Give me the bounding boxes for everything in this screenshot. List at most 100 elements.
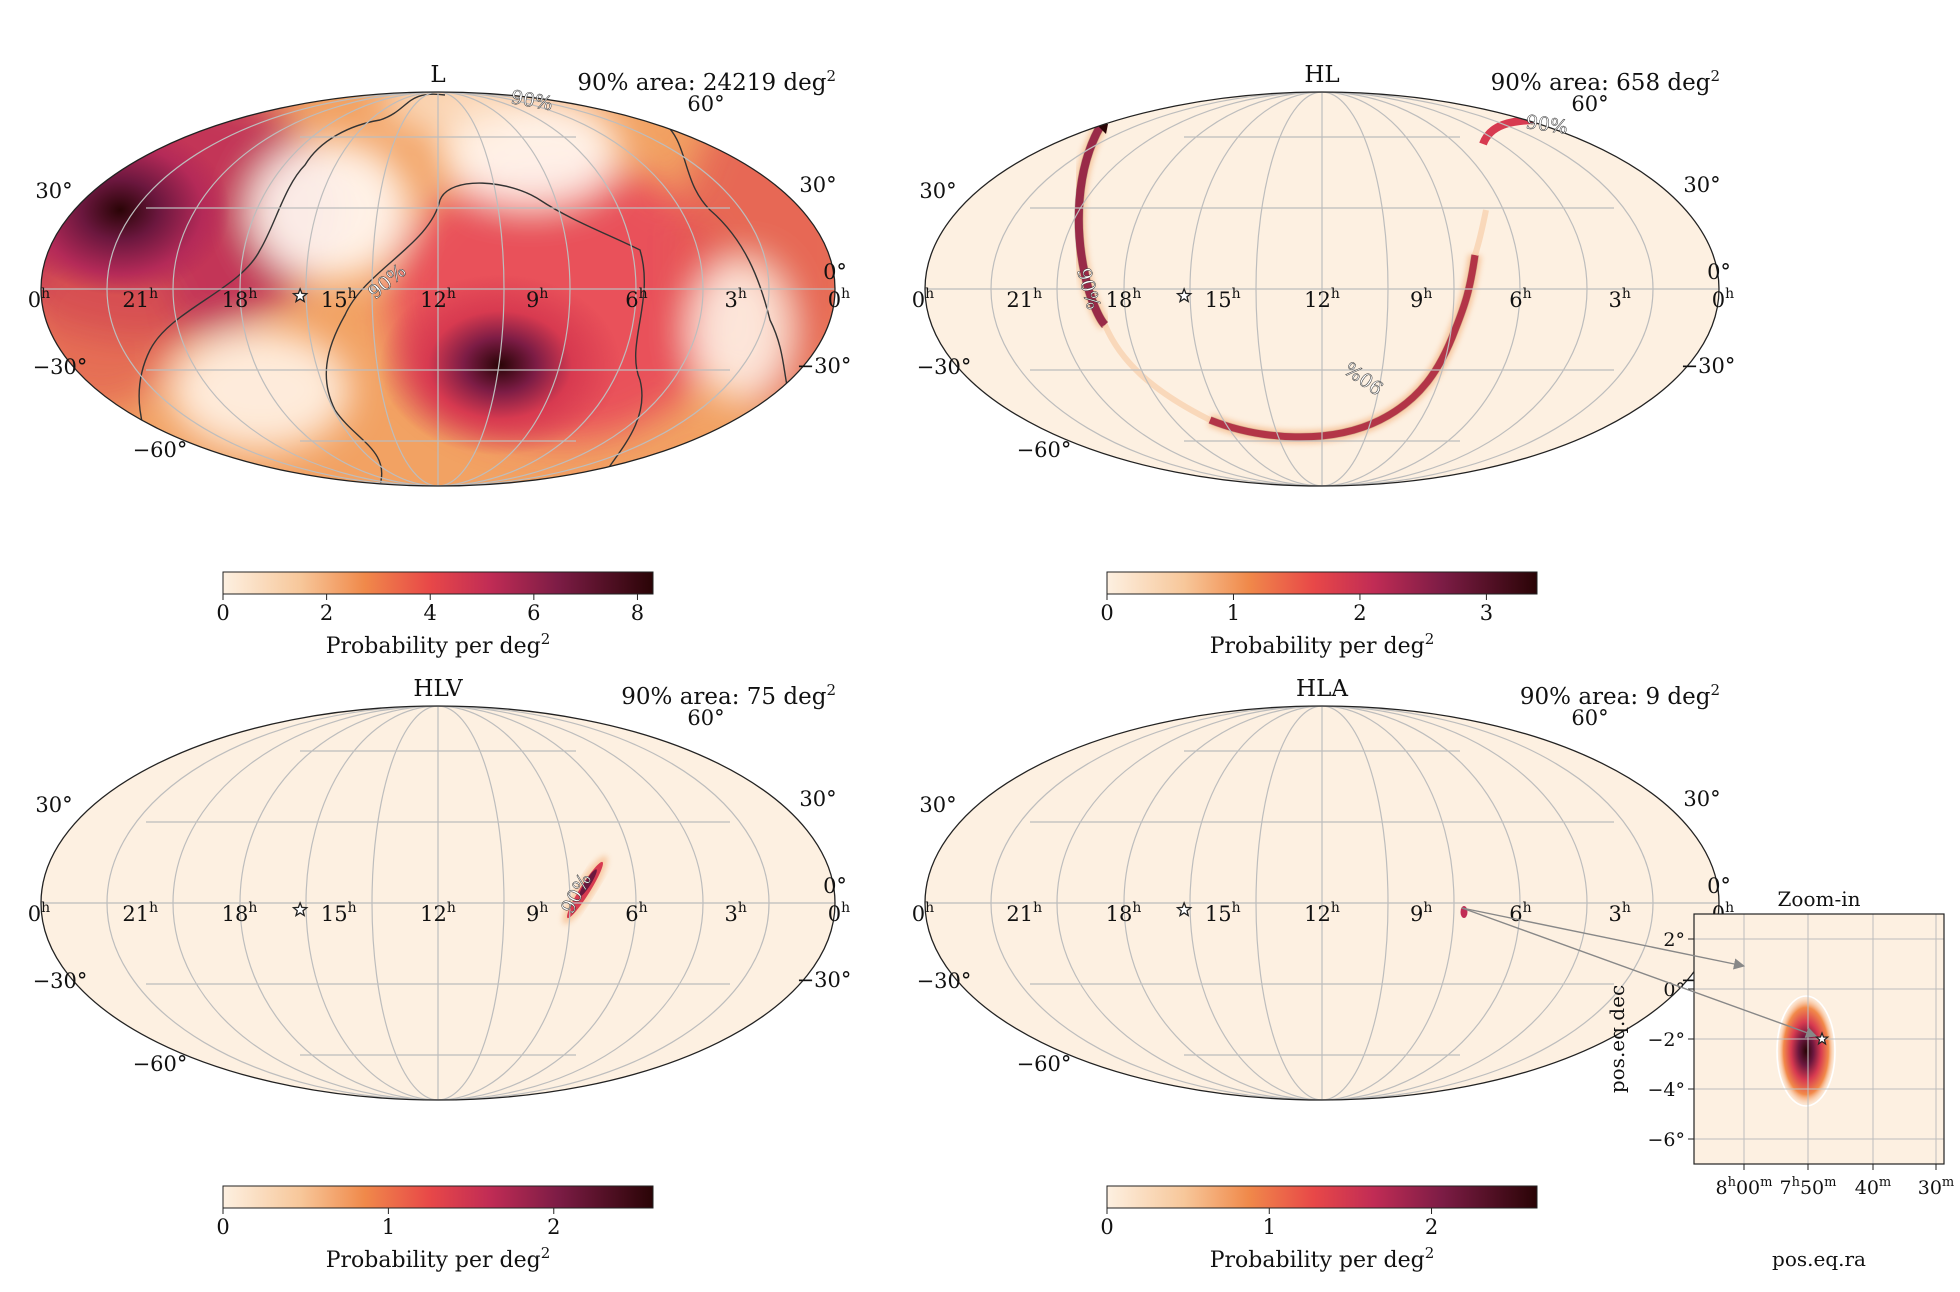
source-marker (1175, 901, 1193, 917)
dec-tick-label: 0° (1707, 260, 1731, 284)
ra-tick-label: 18h (222, 286, 258, 312)
inset-y-ticks: 2° 0° −2° −4° −6° (1647, 929, 1694, 1151)
inset-y-tick-label: 2° (1663, 929, 1685, 951)
inset-x-tick-label: 8h00m (1716, 1175, 1773, 1199)
ra-tick-label: 9h (526, 900, 548, 926)
colorbar-tick-label: 0 (1100, 1215, 1113, 1239)
ra-tick-label: 0h (912, 900, 934, 926)
source-marker (1175, 287, 1193, 303)
zoom-inset: 8h00m 7h50m 40m 30m 2° 0° −2° −4° −6° Zoom-in p… (1461, 887, 1955, 1271)
skymap-hlv (41, 706, 835, 1100)
dec-tick-label: 60° (1571, 706, 1608, 730)
ra-tick-label: 3h (1609, 900, 1631, 926)
dec-tick-labels: 30° −30° −60° 60° 30° 0° −30° (917, 92, 1736, 462)
dec-tick-label: −30° (797, 354, 852, 378)
dec-tick-label: −30° (33, 969, 88, 993)
panel-hl: 90% 90% 90% HL 90% area: 658 deg2 0h 21h 1… (912, 62, 1736, 659)
ra-tick-label: 15h (1205, 286, 1241, 312)
panel-hlv: 90% HLV 90% area: 75 deg2 0h 21h 18h 15h 12h… (28, 676, 852, 1273)
colorbar-ticks: 0 1 2 3 (1100, 594, 1493, 625)
ra-tick-label: 18h (1106, 286, 1142, 312)
inset-x-tick-label: 7h50m (1780, 1175, 1837, 1199)
panel-title: HLV (413, 676, 463, 702)
colorbar: 0 1 2 Probability per deg2 (1100, 1185, 1538, 1273)
inset-x-tick-label: 30m (1918, 1175, 1955, 1199)
dec-tick-label: 30° (919, 793, 956, 817)
inset-y-tick-label: −6° (1647, 1129, 1685, 1151)
contour-90 (138, 93, 801, 486)
panel-l: 90% 90% L 90% area: 24219 deg2 0h 21h 18h 1… (28, 62, 852, 659)
inset-x-tick-label: 40m (1855, 1175, 1892, 1199)
ra-tick-label: 0h (828, 286, 850, 312)
dec-tick-label: 30° (35, 179, 72, 203)
ra-tick-label: 0h (912, 286, 934, 312)
dec-tick-label: 0° (823, 874, 847, 898)
ra-tick-label: 21h (122, 900, 158, 926)
ra-tick-label: 12h (420, 900, 456, 926)
colorbar-tick-label: 2 (1425, 1215, 1438, 1239)
panel-hla: HLA 90% area: 9 deg2 0h 21h 18h 15h 12h 9h 6h 3… (912, 676, 1954, 1273)
dec-tick-label: −30° (33, 355, 88, 379)
dec-tick-label: −60° (133, 438, 188, 462)
colorbar-ticks: 0 1 2 (1100, 1208, 1438, 1239)
inset-title: Zoom-in (1778, 887, 1861, 911)
colorbar-label: Probability per deg2 (326, 630, 551, 659)
dec-tick-label: 0° (823, 260, 847, 284)
skymap-hla (925, 706, 1719, 1100)
inset-x-ticks: 8h00m 7h50m 40m 30m (1716, 1164, 1955, 1199)
ra-tick-label: 21h (1006, 900, 1042, 926)
dec-tick-label: 0° (1707, 874, 1731, 898)
dec-tick-label: 30° (1683, 173, 1720, 197)
sky-boundary (40, 705, 836, 1101)
graticule (925, 92, 1719, 486)
dec-tick-label: 60° (687, 92, 724, 116)
ra-tick-labels: 0h 21h 18h 15h 12h 9h 6h 3h 0h (28, 286, 850, 312)
colorbar-tick-label: 1 (1263, 1215, 1276, 1239)
skymap-hl (925, 92, 1719, 486)
colorbar-ticks: 0 1 2 (216, 1208, 560, 1239)
colorbar: 0 1 2 Probability per deg2 (216, 1185, 654, 1273)
ra-tick-label: 6h (1509, 286, 1531, 312)
dec-tick-label: 30° (1683, 787, 1720, 811)
ra-tick-label: 0h (28, 286, 50, 312)
colorbar-tick-label: 2 (547, 1215, 560, 1239)
ra-tick-label: 3h (1609, 286, 1631, 312)
ra-tick-label: 0h (28, 900, 50, 926)
panel-title: HL (1304, 62, 1339, 88)
ra-tick-labels: 0h 21h 18h 15h 12h 9h 6h 3h 0h (912, 286, 1734, 312)
inset-y-tick-label: 0° (1663, 979, 1685, 1001)
ra-tick-label: 6h (625, 286, 647, 312)
zoom-connector-line (1461, 907, 1746, 970)
ra-tick-label: 12h (1304, 286, 1340, 312)
ra-tick-label: 9h (526, 286, 548, 312)
graticule (41, 706, 835, 1100)
colorbar: 0 1 2 3 Probability per deg2 (1100, 571, 1538, 659)
probability-blob (562, 855, 608, 925)
sky-boundary (40, 91, 836, 487)
source-marker (291, 287, 309, 303)
dec-tick-label: 60° (687, 706, 724, 730)
area-label: 90% area: 9 deg2 (1520, 681, 1720, 710)
inset-probability (1776, 993, 1836, 1109)
ra-tick-label: 12h (1304, 900, 1340, 926)
dec-tick-label: 30° (799, 173, 836, 197)
colorbar-tick-label: 0 (216, 1215, 229, 1239)
ra-tick-label: 3h (725, 286, 747, 312)
ra-tick-label: 15h (321, 900, 357, 926)
dec-tick-labels: 30° −30° −60° 60° 30° 0° −30° (33, 706, 852, 1076)
dec-tick-label: 30° (799, 787, 836, 811)
dec-tick-label: −30° (917, 355, 972, 379)
ra-tick-label: 15h (1205, 900, 1241, 926)
dec-tick-label: −30° (797, 968, 852, 992)
colorbar-tick-label: 4 (424, 601, 437, 625)
ra-tick-labels: 0h 21h 18h 15h 12h 9h 6h 3h 0h (28, 900, 850, 926)
inset-y-tick-label: −4° (1647, 1079, 1685, 1101)
inset-contour-90 (1776, 995, 1836, 1107)
colorbar-tick-label: 3 (1480, 601, 1493, 625)
colorbar-label: Probability per deg2 (1210, 630, 1435, 659)
colorbar-label: Probability per deg2 (1210, 1244, 1435, 1273)
contour-label: 90% (1524, 111, 1569, 139)
probability-peak (380, 275, 620, 455)
dec-tick-label: −30° (1681, 354, 1736, 378)
inset-source-marker (1814, 1031, 1830, 1046)
